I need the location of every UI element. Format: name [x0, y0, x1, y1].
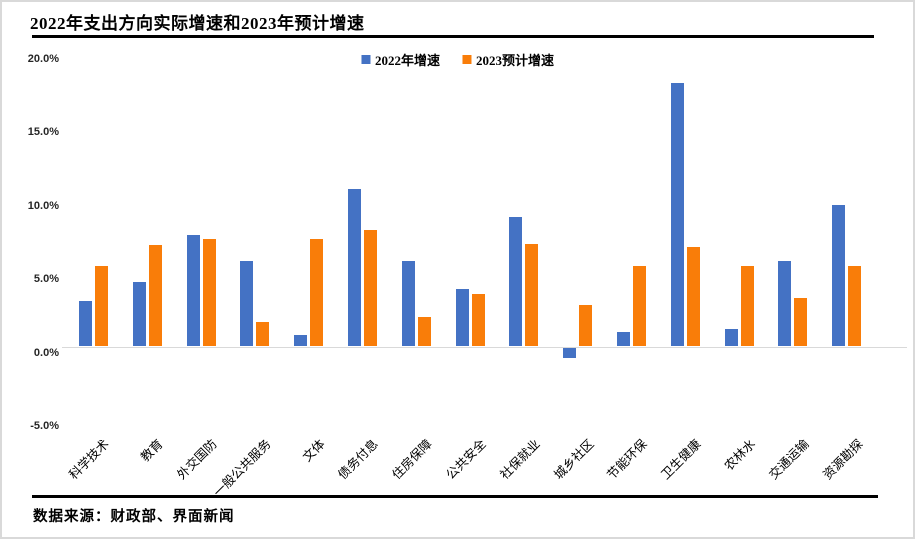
x-axis-label: 科学技术 — [66, 436, 113, 483]
bar-2023 — [848, 265, 862, 347]
bar-2022 — [240, 261, 254, 347]
bar-2022 — [778, 261, 792, 347]
bar-2023 — [794, 297, 808, 347]
x-axis-label: 交通运输 — [766, 436, 812, 483]
bar-2023 — [686, 246, 700, 347]
bar-2023 — [525, 243, 539, 347]
x-axis-label: 文体 — [299, 436, 328, 465]
bar-2022 — [724, 328, 738, 347]
bar-2022 — [348, 189, 361, 347]
bar-2022 — [563, 347, 577, 358]
bar-2023 — [740, 265, 754, 347]
bar-2022 — [186, 234, 200, 347]
x-axis-label: 住房保障 — [389, 436, 436, 483]
bar-2023 — [579, 305, 593, 347]
legend-item-2022: 2022年增速 — [360, 50, 440, 69]
bar-2022 — [455, 289, 469, 347]
legend-label-2023: 2023预计增速 — [476, 53, 555, 68]
legend-swatch-2023 — [462, 55, 471, 64]
legend-item-2023: 2023预计增速 — [462, 50, 554, 69]
bar-2023 — [417, 317, 431, 347]
legend-swatch-2022 — [360, 55, 370, 64]
bar-2022 — [132, 281, 146, 347]
x-axis-label: 教育 — [138, 436, 167, 465]
title-underline — [32, 35, 874, 38]
x-axis-label: 城乡社区 — [551, 436, 597, 483]
x-axis-label: 外交国防 — [174, 436, 220, 483]
bar-2023 — [256, 321, 270, 347]
chart-title: 2022年支出方向实际增速和2023年预计增速 — [30, 14, 365, 33]
x-axis-label: 卫生健康 — [658, 436, 705, 483]
x-axis-label: 农林水 — [721, 436, 758, 474]
x-axis-zero-line — [62, 346, 907, 348]
bar-2022 — [79, 300, 92, 347]
bar-2023 — [95, 265, 108, 347]
bar-2023 — [633, 265, 646, 347]
footer-rule — [32, 495, 878, 498]
bar-2022 — [832, 205, 846, 347]
bar-2022 — [617, 331, 630, 347]
x-axis-label: 债务付息 — [335, 436, 382, 483]
bar-2022 — [401, 261, 415, 347]
bar-2022 — [670, 83, 684, 347]
source-note: 数据来源：财政部、界面新闻 — [33, 509, 235, 525]
x-axis-label: 社保就业 — [497, 436, 543, 483]
x-axis-label: 资源勘探 — [820, 436, 866, 483]
bar-2023 — [364, 230, 377, 347]
x-axis-label: 节能环保 — [604, 436, 651, 483]
x-axis-label: 公共安全 — [443, 436, 489, 483]
legend: 2022年增速 2023预计增速 — [360, 50, 554, 69]
bar-2023 — [471, 293, 485, 347]
bar-2023 — [310, 239, 324, 347]
bar-2023 — [148, 245, 162, 347]
legend-label-2022: 2022年增速 — [374, 53, 440, 68]
bar-2023 — [202, 239, 216, 347]
bar-2022 — [509, 217, 523, 347]
bar-2022 — [294, 334, 308, 347]
